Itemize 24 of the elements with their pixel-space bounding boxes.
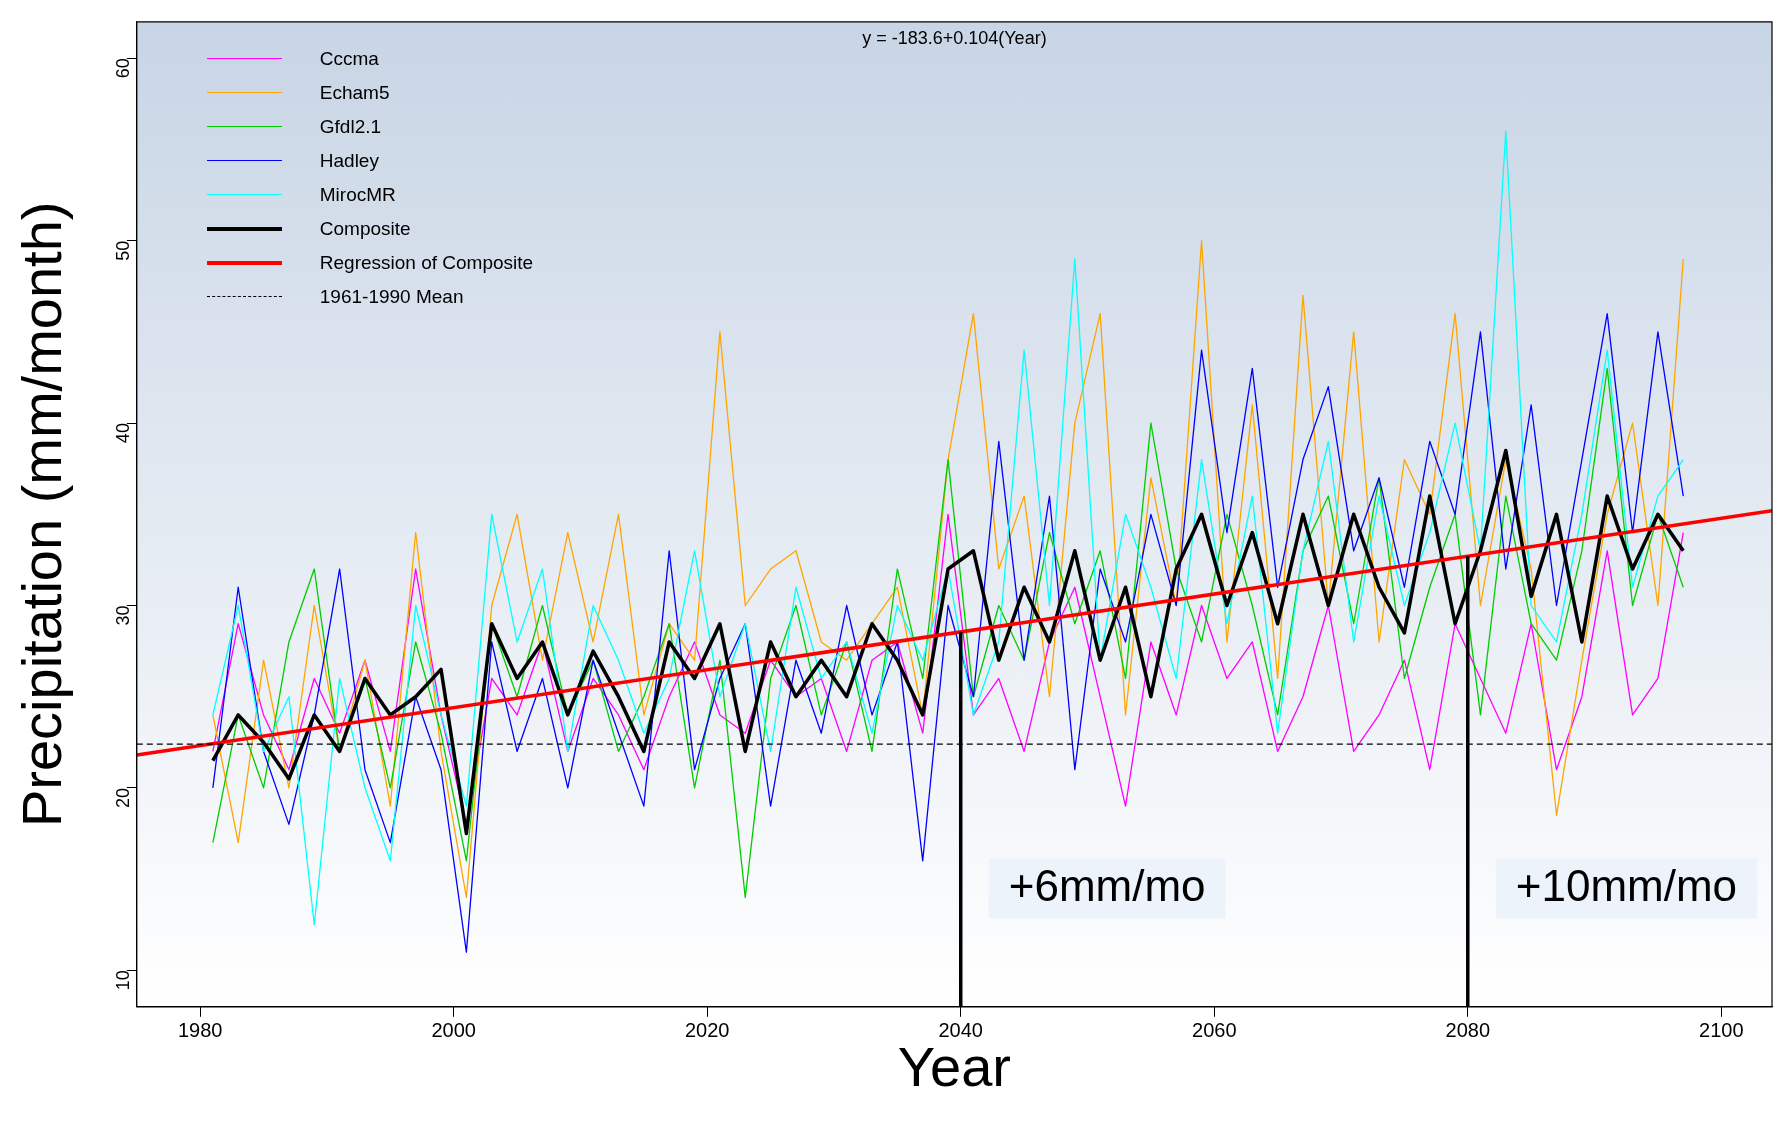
- legend-label: Gfdl2.1: [319, 115, 382, 138]
- legend-label: Regression of Composite: [319, 251, 534, 274]
- ref-line-label: +6mm/mo: [1008, 860, 1206, 910]
- y-tick-label: 10: [112, 970, 133, 991]
- legend-label: MirocMR: [319, 183, 396, 206]
- annotation: y = -183.6+0.104(Year): [862, 27, 1047, 48]
- legend-label: Cccma: [319, 47, 379, 70]
- legend-label: Hadley: [319, 149, 379, 172]
- x-tick-label: 1980: [177, 1019, 223, 1042]
- x-tick-label: 2100: [1699, 1019, 1744, 1042]
- ref-line-label: +10mm/mo: [1515, 860, 1738, 910]
- legend-label: Echam5: [319, 81, 390, 104]
- y-axis-title: Precipitation (mm/month): [10, 201, 74, 828]
- y-tick-label: 20: [112, 787, 133, 808]
- x-tick-label: 2060: [1192, 1019, 1237, 1042]
- y-tick-label: 50: [112, 240, 133, 261]
- legend-label: Composite: [319, 217, 411, 240]
- x-tick-label: 2020: [684, 1019, 730, 1042]
- y-tick-label: 40: [112, 423, 133, 444]
- y-tick-label: 30: [112, 605, 133, 626]
- legend-label: 1961-1990 Mean: [319, 285, 464, 308]
- x-tick-label: 2000: [431, 1019, 476, 1042]
- x-tick-label: 2080: [1445, 1019, 1491, 1042]
- y-tick-label: 60: [112, 58, 133, 79]
